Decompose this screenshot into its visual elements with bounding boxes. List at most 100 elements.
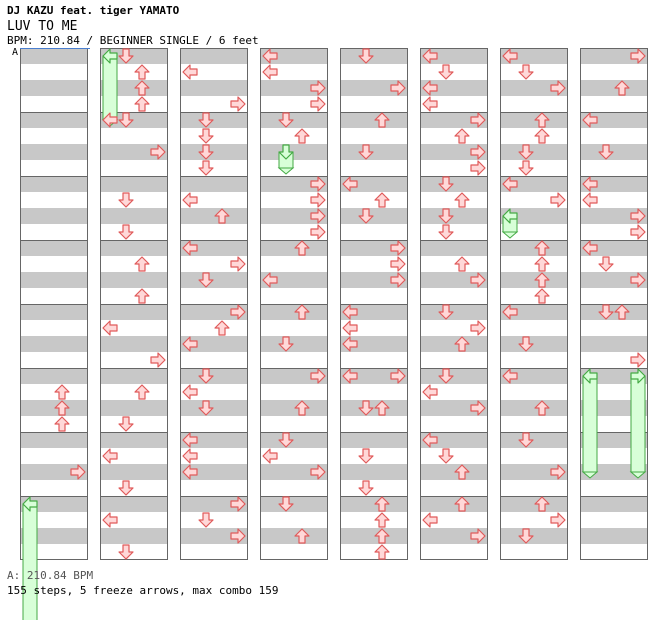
- beat-stripe: [420, 304, 488, 320]
- step-arrow-up: [374, 400, 390, 416]
- beat-stripe: [180, 80, 248, 96]
- step-arrow-down: [598, 304, 614, 320]
- step-arrow-up: [134, 80, 150, 96]
- beat-stripe: [580, 80, 648, 96]
- step-arrow-left: [182, 336, 198, 352]
- step-arrow-down: [438, 208, 454, 224]
- beat-stripe: [500, 336, 568, 352]
- beat-stripe: [260, 368, 328, 384]
- step-arrow-right: [150, 144, 166, 160]
- step-arrow-right: [310, 464, 326, 480]
- beat-stripe: [180, 144, 248, 160]
- beat-stripe: [260, 464, 328, 480]
- beat-stripe: [100, 368, 168, 384]
- beat-stripe: [580, 240, 648, 256]
- beat-stripe: [20, 240, 88, 256]
- beat-stripe: [180, 112, 248, 128]
- beat-stripe: [260, 208, 328, 224]
- beat-stripe: [260, 432, 328, 448]
- step-arrow-up: [294, 304, 310, 320]
- beat-stripe: [20, 112, 88, 128]
- step-arrow-right: [310, 80, 326, 96]
- bpm-difficulty-line: BPM: 210.84 / BEGINNER SINGLE / 6 feet: [7, 34, 259, 47]
- step-summary: 155 steps, 5 freeze arrows, max combo 15…: [7, 584, 279, 597]
- step-arrow-up: [614, 80, 630, 96]
- beat-stripe: [340, 496, 408, 512]
- step-arrow-up: [374, 544, 390, 560]
- step-arrow-right: [230, 528, 246, 544]
- beat-stripe: [500, 368, 568, 384]
- step-arrow-down: [198, 512, 214, 528]
- step-arrow-down: [118, 544, 134, 560]
- beat-stripe: [420, 240, 488, 256]
- bpm-marker-label: A: [12, 47, 19, 58]
- step-arrow-right: [310, 96, 326, 112]
- step-arrow-up: [214, 208, 230, 224]
- beat-stripe: [180, 272, 248, 288]
- beat-stripe: [20, 464, 88, 480]
- step-arrow-up: [294, 400, 310, 416]
- step-arrow-right: [310, 192, 326, 208]
- step-arrow-up: [534, 128, 550, 144]
- step-arrow-up: [454, 256, 470, 272]
- step-arrow-down: [198, 368, 214, 384]
- beat-stripe: [580, 528, 648, 544]
- step-arrow-down: [518, 528, 534, 544]
- beat-stripe: [180, 176, 248, 192]
- beat-stripe: [100, 496, 168, 512]
- beat-stripe: [340, 144, 408, 160]
- freeze-arrow-right: [630, 368, 646, 384]
- beat-stripe: [420, 112, 488, 128]
- freeze-body: [630, 375, 646, 473]
- beat-stripe: [20, 48, 88, 64]
- beat-stripe: [580, 208, 648, 224]
- step-arrow-right: [470, 528, 486, 544]
- step-arrow-left: [502, 368, 518, 384]
- beat-stripe: [100, 208, 168, 224]
- step-arrow-left: [582, 192, 598, 208]
- beat-stripe: [420, 176, 488, 192]
- beat-stripe: [580, 48, 648, 64]
- step-arrow-up: [454, 336, 470, 352]
- step-arrow-up: [294, 528, 310, 544]
- step-arrow-up: [534, 496, 550, 512]
- step-arrow-down: [598, 256, 614, 272]
- beat-stripe: [20, 176, 88, 192]
- beat-stripe: [100, 304, 168, 320]
- beat-stripe: [260, 400, 328, 416]
- beat-stripe: [420, 496, 488, 512]
- beat-stripe: [580, 272, 648, 288]
- beat-stripe: [260, 272, 328, 288]
- step-arrow-left: [422, 384, 438, 400]
- beat-stripe: [500, 80, 568, 96]
- beat-stripe: [500, 464, 568, 480]
- step-arrow-right: [310, 176, 326, 192]
- beat-stripe: [180, 496, 248, 512]
- song-artist: DJ KAZU feat. tiger YAMATO: [7, 4, 180, 17]
- beat-stripe: [420, 80, 488, 96]
- freeze-tail: [629, 471, 647, 479]
- step-arrow-right: [390, 256, 406, 272]
- step-arrow-left: [102, 112, 118, 128]
- freeze-arrow-left: [22, 496, 38, 512]
- step-arrow-down: [198, 160, 214, 176]
- step-arrow-left: [342, 176, 358, 192]
- beat-stripe: [100, 240, 168, 256]
- step-arrow-down: [518, 64, 534, 80]
- step-arrow-down: [358, 480, 374, 496]
- step-arrow-up: [454, 496, 470, 512]
- step-arrow-up: [454, 128, 470, 144]
- beat-stripe: [260, 528, 328, 544]
- beat-stripe: [340, 368, 408, 384]
- freeze-arrow-left: [502, 208, 518, 224]
- step-arrow-right: [470, 112, 486, 128]
- beat-stripe: [20, 208, 88, 224]
- step-arrow-down: [278, 432, 294, 448]
- beat-stripe: [180, 304, 248, 320]
- beat-stripe: [180, 528, 248, 544]
- step-arrow-down: [438, 176, 454, 192]
- beat-stripe: [420, 400, 488, 416]
- step-arrow-down: [198, 144, 214, 160]
- beat-stripe: [420, 208, 488, 224]
- beat-stripe: [100, 272, 168, 288]
